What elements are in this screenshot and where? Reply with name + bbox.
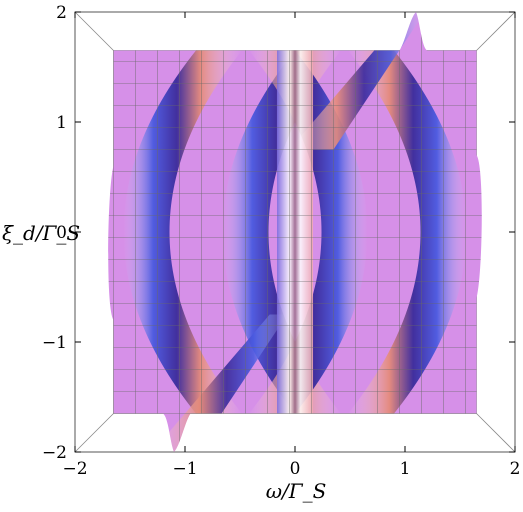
y-tick-label: 1 <box>56 113 67 133</box>
y-tick-label: −2 <box>42 443 67 463</box>
frame-corner-0 <box>74 11 114 51</box>
frame-corner-2 <box>74 413 114 453</box>
frame-corner-1 <box>476 11 516 51</box>
x-tick-label: −1 <box>172 459 197 479</box>
x-tick-label: −2 <box>62 459 87 479</box>
band-central-stripe <box>277 50 313 414</box>
band-right-arc <box>348 50 467 414</box>
y-axis-ticks: −2 −1 0 1 2 <box>42 3 515 463</box>
y-tick-label: 2 <box>56 3 67 23</box>
frame-corner-3 <box>476 413 516 453</box>
x-axis-label: ω/Γ_S <box>266 479 327 503</box>
surface-grid <box>108 20 482 444</box>
x-tick-label: 0 <box>290 459 301 479</box>
band-center-left-arc <box>222 50 341 414</box>
x-tick-label: 1 <box>400 459 411 479</box>
surface <box>108 12 482 452</box>
y-tick-label: −1 <box>42 333 67 353</box>
x-tick-label: 2 <box>510 459 521 479</box>
y-tick-label: 0 <box>56 223 67 243</box>
band-lower-diagonal <box>152 314 288 452</box>
x-axis-ticks: −2 −1 0 1 2 <box>62 12 520 479</box>
band-left-arc <box>123 50 242 414</box>
y-axis-label: ξ_d/Γ_S <box>2 221 80 245</box>
